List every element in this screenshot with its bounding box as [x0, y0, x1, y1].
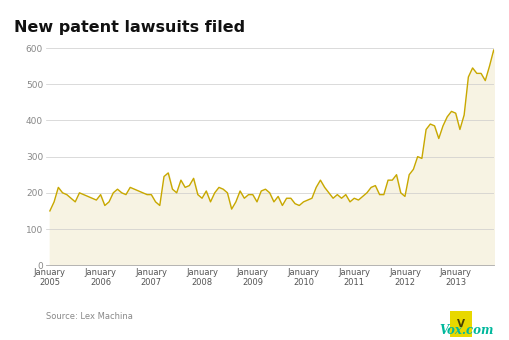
Text: Vox.com: Vox.com — [439, 324, 494, 337]
Text: Source: Lex Machina: Source: Lex Machina — [46, 312, 133, 321]
Text: New patent lawsuits filed: New patent lawsuits filed — [14, 20, 245, 35]
Text: V: V — [457, 319, 465, 329]
